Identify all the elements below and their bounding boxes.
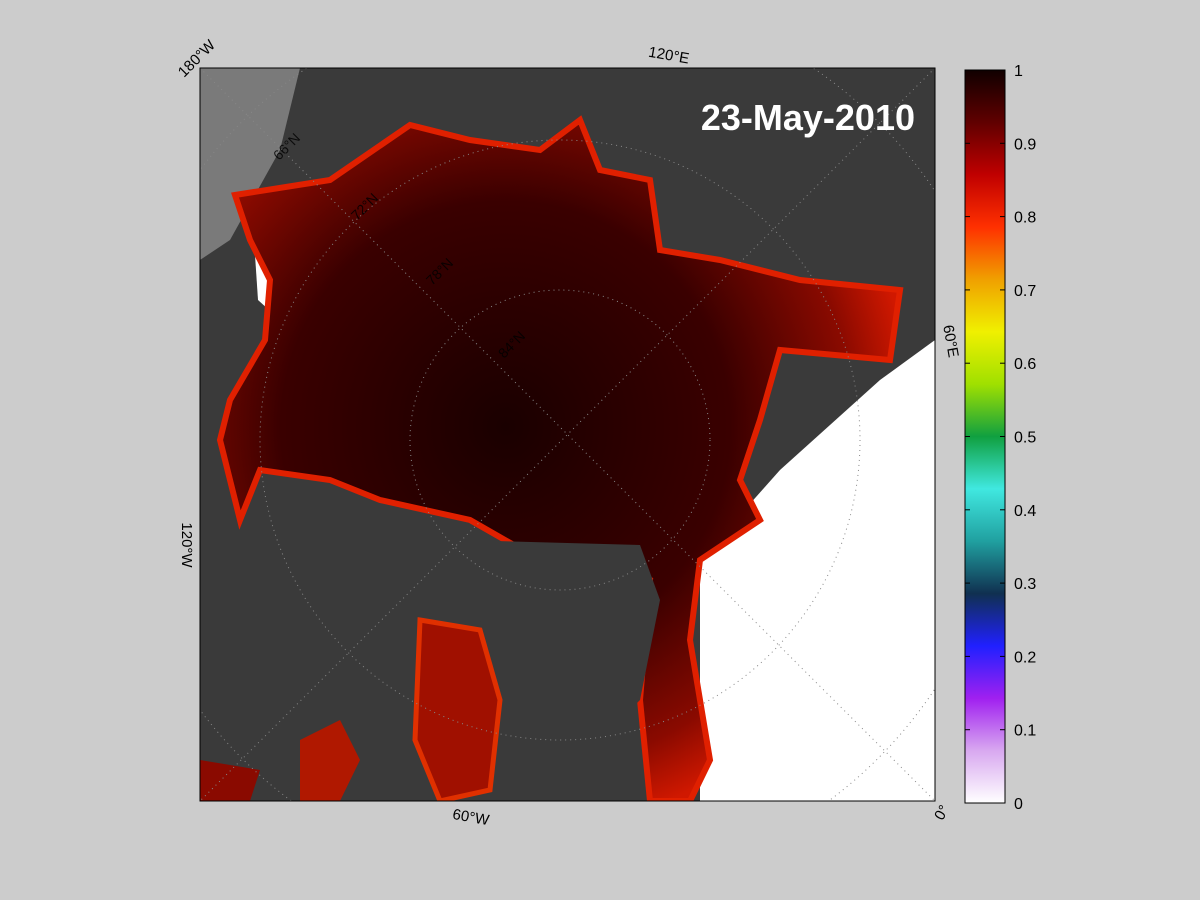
colorbar-tick-label: 0.1 [1014, 723, 1036, 740]
colorbar-tick-label: 0.7 [1014, 283, 1036, 300]
colorbar [964, 69, 1006, 804]
greenland [460, 540, 660, 760]
sea-ice-sw [200, 760, 260, 801]
colorbar-tick-label: 0.2 [1014, 649, 1036, 666]
colorbar-tick-label: 1 [1014, 63, 1023, 80]
lon-label: 120°W [178, 522, 195, 568]
colorbar-tick-label: 0.3 [1014, 576, 1036, 593]
date-title: 23-May-2010 [701, 97, 915, 138]
sea-ice-hudson [300, 720, 360, 801]
colorbar-tick-label: 0.4 [1014, 503, 1036, 520]
open-ocean [700, 340, 935, 801]
sea-ice-baffin [412, 617, 503, 801]
sea-ice [216, 115, 904, 801]
colorbar-tick-label: 0.5 [1014, 430, 1036, 447]
graticule [200, 68, 935, 801]
colorbar-tick-label: 0.6 [1014, 356, 1036, 373]
lon-label: 60°W [451, 806, 491, 829]
map [200, 68, 935, 801]
lon-label: 120°E [647, 44, 690, 68]
colorbar-tick-label: 0 [1014, 796, 1023, 813]
map-frame [199, 67, 936, 802]
colorbar-tick-label: 0.9 [1014, 136, 1036, 153]
land-light [200, 68, 300, 260]
colorbar-tick-label: 0.8 [1014, 210, 1036, 227]
lon-label: 60°E [939, 324, 961, 359]
